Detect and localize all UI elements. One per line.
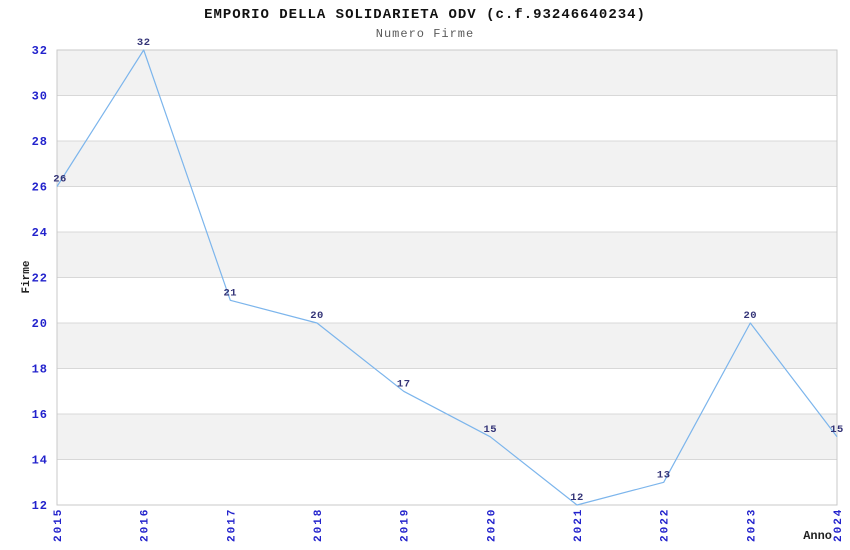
x-tick-label: 2018 bbox=[313, 508, 325, 542]
y-tick-label: 20 bbox=[32, 317, 48, 331]
y-tick-label: 26 bbox=[32, 181, 48, 195]
data-label: 20 bbox=[310, 310, 324, 322]
data-label: 21 bbox=[223, 287, 237, 299]
y-tick-label: 22 bbox=[32, 272, 48, 286]
data-label: 15 bbox=[830, 424, 844, 436]
data-label: 20 bbox=[743, 310, 757, 322]
chart-title: EMPORIO DELLA SOLIDARIETA ODV (c.f.93246… bbox=[204, 7, 646, 23]
x-tick-label: 2016 bbox=[140, 508, 152, 542]
data-label: 15 bbox=[483, 424, 497, 436]
grid-band bbox=[57, 141, 837, 187]
grid-band bbox=[57, 232, 837, 278]
grid-band bbox=[57, 323, 837, 369]
x-tick-label: 2023 bbox=[746, 508, 758, 542]
y-tick-label: 32 bbox=[32, 44, 48, 58]
grid-band bbox=[57, 414, 837, 460]
y-axis-title: Firme bbox=[21, 260, 33, 294]
y-tick-label: 28 bbox=[32, 135, 48, 149]
data-label: 17 bbox=[397, 378, 411, 390]
series-line bbox=[56, 49, 838, 506]
x-axis-title: Anno bbox=[803, 529, 832, 543]
y-tick-label: 12 bbox=[32, 499, 48, 513]
x-tick-label: 2017 bbox=[226, 508, 238, 542]
chart-subtitle: Numero Firme bbox=[375, 27, 475, 41]
y-tick-label: 18 bbox=[32, 363, 48, 377]
y-tick-label: 14 bbox=[32, 454, 48, 468]
y-tick-label: 24 bbox=[32, 226, 48, 240]
x-tick-label: 2019 bbox=[400, 508, 412, 542]
x-tick-label: 2022 bbox=[660, 508, 672, 542]
x-tick-label: 2021 bbox=[573, 508, 585, 542]
y-tick-label: 16 bbox=[32, 408, 48, 422]
x-tick-label: 2020 bbox=[486, 508, 498, 542]
x-tick-label: 2015 bbox=[53, 508, 65, 542]
data-label: 13 bbox=[657, 469, 671, 481]
y-tick-label: 30 bbox=[32, 90, 48, 104]
data-label: 26 bbox=[53, 174, 67, 186]
data-label: 12 bbox=[570, 492, 584, 504]
data-label: 32 bbox=[137, 37, 151, 49]
x-tick-label: 2024 bbox=[833, 508, 845, 542]
grid-band bbox=[57, 50, 837, 96]
plot-border bbox=[56, 49, 838, 506]
